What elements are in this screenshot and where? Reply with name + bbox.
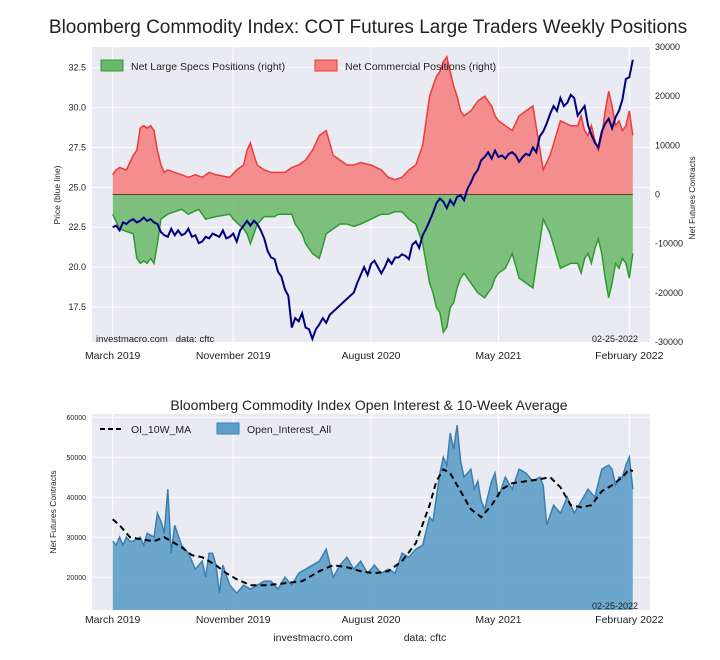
top-left-axis-ticks: 17.5 20.0 22.5 25.0 27.5 30.0 32.5 [68, 63, 86, 312]
top-date-stamp: 02-25-2022 [592, 334, 638, 344]
bottom-x-tick-label: May 2021 [475, 614, 521, 626]
legend-oi-swatch [216, 422, 240, 435]
bottom-date-stamp: 02-25-2022 [592, 601, 638, 611]
top-y2-tick-label: 20000 [655, 91, 680, 101]
bottom-y-tick-label: 50000 [67, 455, 87, 462]
line-specs [112, 208, 634, 335]
top-y-tick-label: 25.0 [68, 182, 86, 192]
legend-ma-label: OI_10W_MA [131, 424, 191, 436]
top-y2-tick-label: -30000 [655, 337, 683, 347]
open-interest-fill [112, 425, 633, 610]
top-x-tick-label: November 2019 [196, 350, 271, 362]
top-y-tick-label: 22.5 [68, 222, 86, 232]
top-x-tick-label: February 2022 [595, 350, 663, 362]
area-specs [112, 194, 633, 333]
top-y-tick-label: 20.0 [68, 262, 86, 272]
top-x-axis-ticks: March 2019 November 2019 August 2020 May 20… [85, 350, 664, 362]
bottom-moving-average-line [112, 467, 634, 587]
footer-site: investmacro.com [273, 632, 353, 644]
bottom-y-axis-label: Net Futures Contracts [48, 470, 58, 553]
legend-specs-label: Net Large Specs Positions (right) [131, 61, 285, 73]
bottom-open-interest-area [112, 425, 634, 610]
area-commercial [112, 56, 633, 195]
top-y2-tick-label: -20000 [655, 288, 683, 298]
top-watermark: investmacro.com data: cftc [96, 334, 215, 345]
top-y2-tick-label: 10000 [655, 140, 680, 150]
top-y-axis-label: Price (blue line) [52, 165, 62, 224]
top-y-tick-label: 27.5 [68, 142, 86, 152]
top-legend: Net Large Specs Positions (right) Net Co… [100, 59, 496, 73]
price-line [112, 59, 634, 342]
top-x-tick-label: August 2020 [342, 350, 401, 362]
top-right-axis-ticks: -30000 -20000 -10000 0 10000 20000 30000 [655, 42, 683, 347]
top-y2-tick-label: 0 [655, 190, 660, 200]
bottom-x-tick-label: November 2019 [196, 614, 271, 626]
legend-oi-label: Open_Interest_All [247, 424, 331, 436]
open-interest-line [112, 425, 634, 595]
bottom-plot-area [92, 414, 650, 610]
top-position-areas [112, 54, 634, 335]
bottom-y-tick-label: 20000 [67, 575, 87, 582]
top-y2-axis-label: Net Futures Contracts [687, 156, 697, 239]
legend-specs-swatch [100, 59, 124, 72]
top-y2-tick-label: -10000 [655, 239, 683, 249]
bottom-y-tick-label: 30000 [67, 535, 87, 542]
bottom-x-tick-label: February 2022 [595, 614, 663, 626]
bottom-legend: OI_10W_MA Open_Interest_All [100, 422, 331, 436]
bottom-y-axis-ticks: 20000 30000 40000 50000 60000 [67, 415, 87, 582]
line-commercial [112, 54, 634, 181]
bottom-chart-title: Bloomberg Commodity Index Open Interest … [170, 397, 567, 413]
top-y-tick-label: 32.5 [68, 63, 86, 73]
top-y-tick-label: 30.0 [68, 103, 86, 113]
bottom-x-tick-label: August 2020 [342, 614, 401, 626]
legend-commercial-swatch [314, 59, 338, 72]
top-x-tick-label: March 2019 [85, 350, 141, 362]
ma-line [112, 467, 634, 587]
top-plot-area [92, 47, 650, 342]
bottom-x-tick-label: March 2019 [85, 614, 141, 626]
bottom-y-tick-label: 40000 [67, 495, 87, 502]
top-chart-title: Bloomberg Commodity Index: COT Futures L… [49, 17, 687, 38]
top-price-line [112, 59, 634, 342]
bottom-x-axis-ticks: March 2019 November 2019 August 2020 May 20… [85, 614, 664, 626]
top-y2-tick-label: 30000 [655, 42, 680, 52]
legend-commercial-label: Net Commercial Positions (right) [345, 61, 496, 73]
top-y-tick-label: 17.5 [68, 302, 86, 312]
top-x-tick-label: May 2021 [475, 350, 521, 362]
bottom-y-tick-label: 60000 [67, 415, 87, 422]
footer-source: data: cftc [404, 632, 447, 644]
